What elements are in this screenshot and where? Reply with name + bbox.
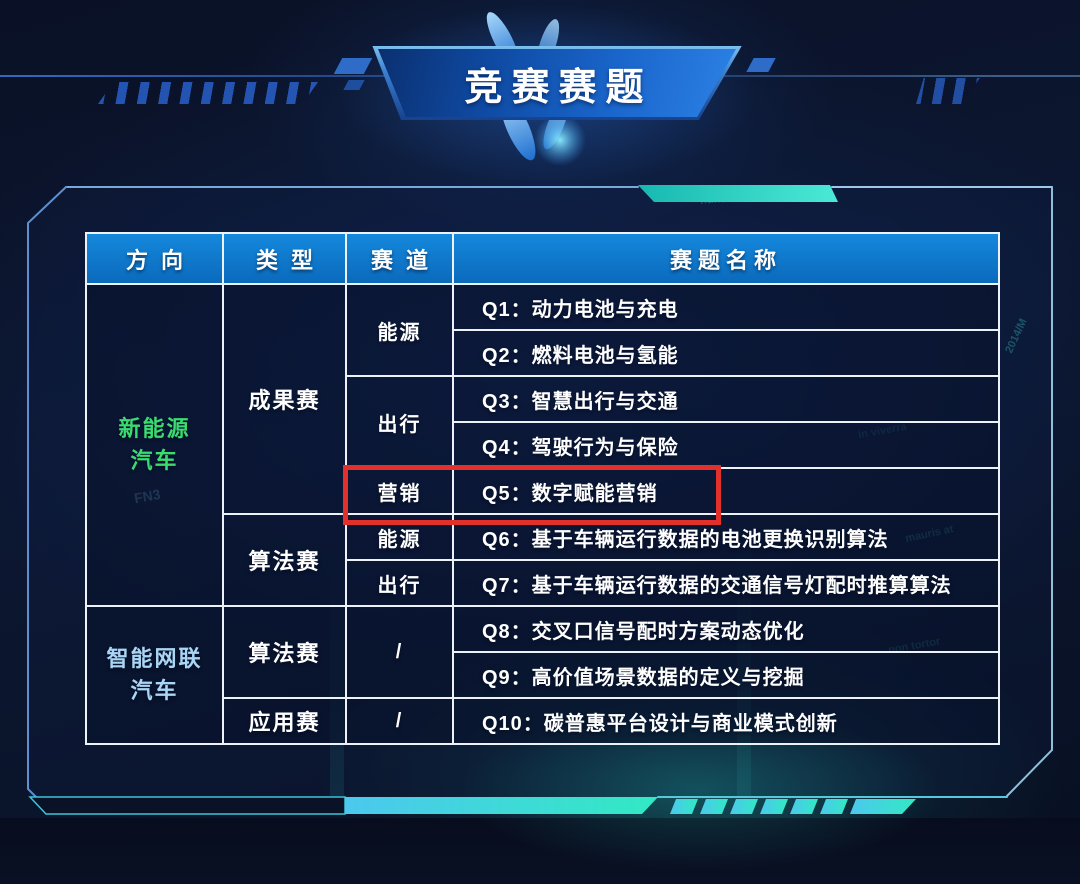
topic-cell: Q7：基于车辆运行数据的交通信号灯配时推算算法: [452, 559, 1000, 607]
table-row: Q4：驾驶行为与保险: [86, 421, 1000, 469]
topic-cell: Q5：数字赋能营销: [452, 467, 1000, 515]
table-row: Q9：高价值场景数据的定义与挖掘: [86, 651, 1000, 699]
track-cell: 出行: [345, 559, 454, 607]
track-cell: 营销: [345, 467, 454, 515]
track-cell: /: [345, 697, 454, 745]
topic-cell: Q9：高价值场景数据的定义与挖掘: [452, 651, 1000, 699]
page-title: 竞赛赛题: [464, 66, 653, 109]
topic-cell: Q6：基于车辆运行数据的电池更换识别算法: [452, 513, 1000, 561]
direction-cell: 智能网联 汽车: [85, 605, 224, 745]
table-row: 出行 Q7：基于车辆运行数据的交通信号灯配时推算算法: [86, 559, 1000, 607]
type-cell: 算法赛: [222, 605, 347, 699]
table-row: 智能网联 汽车 算法赛 / Q8：交叉口信号配时方案动态优化: [85, 605, 1000, 745]
track-cell: /: [345, 605, 454, 699]
table-row: 算法赛 能源 Q6：基于车辆运行数据的电池更换识别算法: [86, 513, 1000, 607]
table-header-row: 方向 类型 赛道 赛题名称: [85, 232, 1000, 285]
title-banner: 竞赛赛题: [333, 38, 776, 130]
track-cell: 能源: [345, 513, 454, 561]
type-cell: 成果赛: [222, 283, 347, 515]
topic-cell: Q4：驾驶行为与保险: [452, 421, 1000, 469]
column-header: 方向: [85, 232, 224, 285]
table-row: Q2：燃料电池与氢能: [86, 329, 1000, 377]
topic-cell: Q1：动力电池与充电: [452, 283, 1000, 331]
table-row: 新能源 汽车 成果赛 能源 Q1：动力电池与充电: [85, 283, 1000, 607]
topic-cell: Q3：智慧出行与交通: [452, 375, 1000, 423]
table-row: 应用赛 / Q10：碳普惠平台设计与商业模式创新: [86, 697, 1000, 745]
table-row: 营销 Q5：数字赋能营销: [86, 467, 1000, 515]
background-bottom: [0, 818, 1080, 884]
column-header: 赛题名称: [452, 232, 1000, 285]
topic-cell: Q2：燃料电池与氢能: [452, 329, 1000, 377]
direction-cell: 新能源 汽车: [85, 283, 224, 607]
track-cell: 能源: [345, 283, 454, 377]
hatch-stripes-left: [98, 82, 318, 104]
type-cell: 应用赛: [222, 697, 347, 745]
track-cell: 出行: [345, 375, 454, 469]
topics-table: 方向 类型 赛道 赛题名称 新能源 汽车 成果赛 能源 Q1：动力电池与充电 Q2：燃料电池与…: [85, 232, 1000, 745]
type-cell: 算法赛: [222, 513, 347, 607]
topic-cell: Q10：碳普惠平台设计与商业模式创新: [452, 697, 1000, 745]
column-header: 类型: [222, 232, 347, 285]
column-header: 赛道: [345, 232, 454, 285]
table-row: 出行 Q3：智慧出行与交通: [86, 375, 1000, 469]
topic-cell: Q8：交叉口信号配时方案动态优化: [452, 605, 1000, 653]
